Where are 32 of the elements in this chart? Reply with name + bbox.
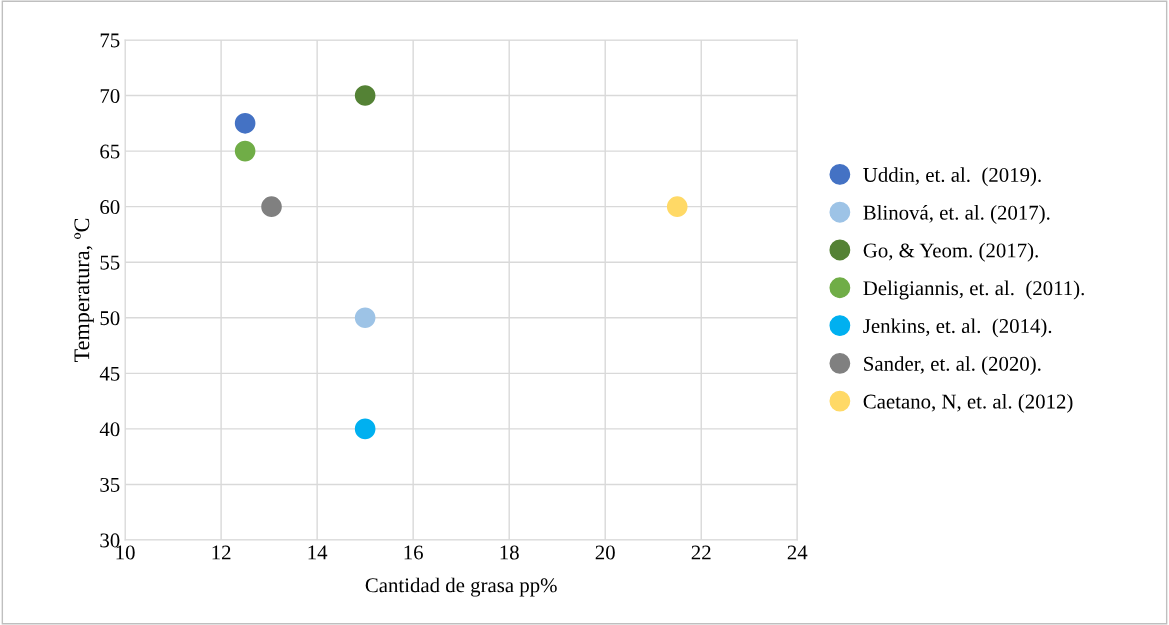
point bbox=[354, 418, 376, 440]
y-tick-label: 35 bbox=[100, 477, 120, 492]
legend-label: Uddin, et. al. (2019). bbox=[863, 167, 1041, 187]
y-tick-label: 40 bbox=[99, 422, 120, 437]
y-tick-label: 65 bbox=[100, 144, 120, 159]
legend-label: Go, & Yeom. (2017). bbox=[863, 242, 1038, 262]
y-tick-label: 75 bbox=[100, 33, 120, 48]
y-tick-label: 45 bbox=[99, 366, 120, 381]
y-tick-label: 55 bbox=[100, 255, 120, 270]
legend-label: Sander, et. al. (2020). bbox=[864, 356, 1041, 376]
y-tick-label: 50 bbox=[100, 311, 120, 326]
point bbox=[261, 196, 282, 217]
point bbox=[354, 85, 376, 106]
point bbox=[234, 113, 256, 134]
legend-label: Deligiannis, et. al. (2011). bbox=[863, 280, 1084, 300]
x-axis-title: Cantidad de grasa pp% bbox=[365, 577, 557, 597]
x-tick-label: 24 bbox=[787, 545, 808, 560]
y-axis-title: Temperatura, ºC bbox=[74, 218, 94, 362]
point bbox=[354, 307, 376, 329]
x-tick-label: 18 bbox=[500, 545, 519, 560]
x-tick-label: 16 bbox=[404, 545, 423, 560]
legend-label: Caetano, N, et. al. (2012) bbox=[863, 393, 1073, 413]
legend-label: Blinová, et. al. (2017). bbox=[863, 205, 1050, 224]
legend-label: Jenkins, et. al. (2014). bbox=[863, 318, 1052, 338]
point bbox=[234, 140, 256, 162]
point bbox=[666, 196, 688, 217]
x-tick-label: 14 bbox=[308, 545, 328, 560]
x-tick-label: 20 bbox=[595, 545, 615, 560]
y-tick-label: 70 bbox=[100, 88, 120, 103]
x-tick-label: 12 bbox=[212, 545, 231, 560]
y-tick-label: 60 bbox=[100, 200, 120, 215]
x-tick-label: 22 bbox=[691, 545, 711, 560]
